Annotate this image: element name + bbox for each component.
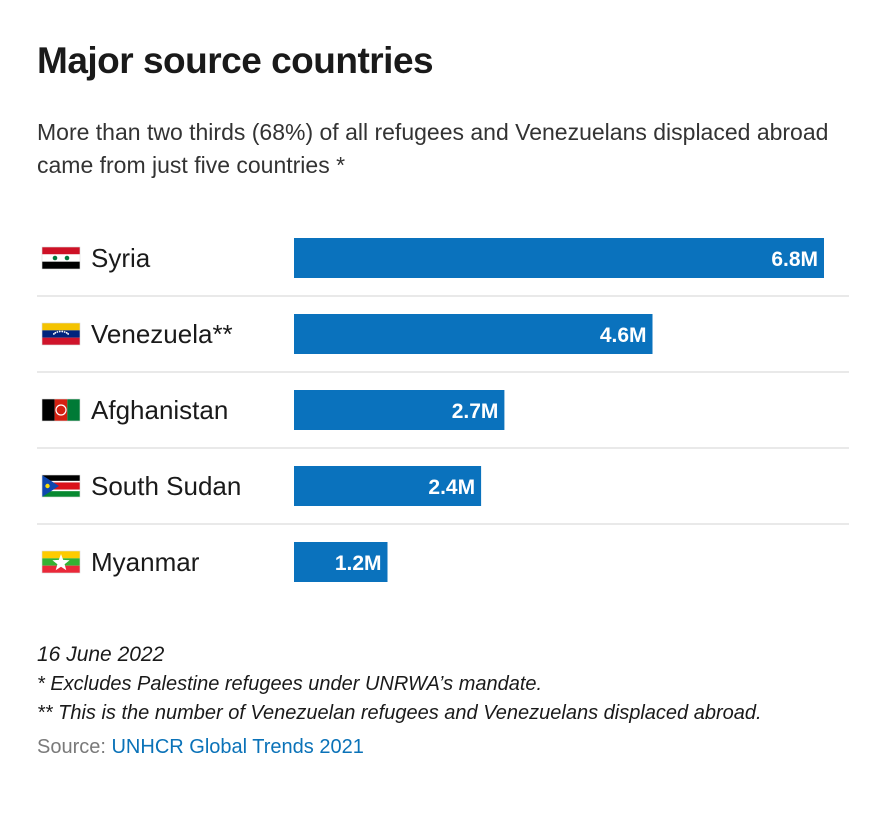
- value-label: 2.4M: [428, 476, 475, 499]
- page-title: Major source countries: [37, 40, 434, 81]
- value-label: 6.8M: [771, 248, 818, 271]
- category-label: Afghanistan: [91, 395, 228, 425]
- value-label: 1.2M: [335, 552, 382, 575]
- category-label: Syria: [91, 243, 151, 273]
- bar: [294, 314, 653, 354]
- bar: [294, 466, 482, 506]
- source-link[interactable]: UNHCR Global Trends 2021: [111, 736, 364, 758]
- category-label: Myanmar: [91, 547, 200, 577]
- category-label: Venezuela**: [91, 319, 233, 349]
- footnote-2: ** This is the number of Venezuelan refu…: [37, 702, 762, 724]
- flag-syria-icon: [41, 246, 81, 270]
- category-label: South Sudan: [91, 471, 241, 501]
- flag-myanmar-icon: [41, 550, 81, 574]
- footnote-1: * Excludes Palestine refugees under UNRW…: [37, 673, 543, 695]
- flag-south-sudan-icon: [41, 474, 81, 498]
- value-label: 2.7M: [452, 400, 499, 423]
- chart-footer: 16 June 2022 * Excludes Palestine refuge…: [37, 640, 877, 761]
- publication-date: 16 June 2022: [37, 643, 165, 666]
- source-label: Source:: [37, 736, 112, 758]
- bar: [294, 390, 505, 430]
- flag-venezuela-icon: [41, 322, 81, 346]
- source-line: Source: UNHCR Global Trends 2021: [37, 733, 877, 761]
- bar: [294, 542, 388, 582]
- value-label: 4.6M: [600, 324, 647, 347]
- chart-subtitle: More than two thirds (68%) of all refuge…: [37, 119, 829, 178]
- flag-afghanistan-icon: [41, 398, 81, 422]
- bar: [294, 238, 824, 278]
